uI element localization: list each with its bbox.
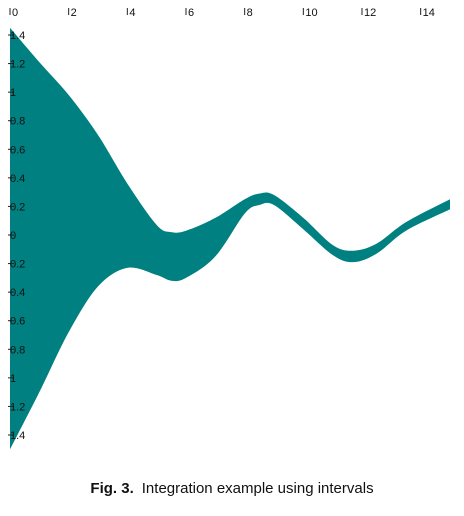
y-tick-label-14: 1.4 bbox=[10, 430, 25, 442]
y-tick-label-8: 0.2 bbox=[10, 259, 25, 271]
y-tick-label-3: 0.8 bbox=[10, 116, 25, 128]
caption-text: Integration example using intervals bbox=[141, 480, 374, 497]
x-tick-label-2: 4 bbox=[129, 7, 135, 19]
band-layer bbox=[10, 27, 450, 450]
figure-caption: Fig. 3. Integration example using interva… bbox=[0, 480, 464, 497]
figure-label: Fig. 3. bbox=[90, 480, 134, 497]
y-tick-label-13: 1.2 bbox=[10, 401, 25, 413]
y-tick-label-10: 0.6 bbox=[10, 316, 25, 328]
y-tick-label-1: 1.2 bbox=[10, 59, 25, 71]
y-tick-label-7: 0 bbox=[10, 230, 16, 242]
x-tick-label-4: 8 bbox=[247, 7, 253, 19]
x-tick-label-6: 12 bbox=[364, 7, 376, 19]
x-tick-label-3: 6 bbox=[188, 7, 194, 19]
x-tick-label-0: 0 bbox=[12, 7, 18, 19]
ticks-layer: 0 2 4 6 8 10 12 14 1.4 1.2 1 0.8 0.6 0.4 0.2 0 0.2 0.4 0.6… bbox=[8, 7, 435, 442]
y-tick-label-0: 1.4 bbox=[10, 30, 25, 42]
y-tick-label-4: 0.6 bbox=[10, 144, 25, 156]
y-tick-label-2: 1 bbox=[10, 87, 16, 99]
y-tick-label-6: 0.2 bbox=[10, 201, 25, 213]
plot-area: 0 2 4 6 8 10 12 14 1.4 1.2 1 0.8 0.6 0.4 0.2 0 0.2 0.4 0.6… bbox=[8, 7, 450, 450]
y-tick-label-11: 0.8 bbox=[10, 344, 25, 356]
x-tick-label-1: 2 bbox=[71, 7, 77, 19]
y-tick-label-9: 0.4 bbox=[10, 287, 25, 299]
y-tick-label-12: 1 bbox=[10, 373, 16, 385]
y-tick-label-5: 0.4 bbox=[10, 173, 25, 185]
x-tick-label-5: 10 bbox=[305, 7, 317, 19]
x-tick-label-7: 14 bbox=[423, 7, 435, 19]
interval-band-0 bbox=[10, 27, 450, 450]
